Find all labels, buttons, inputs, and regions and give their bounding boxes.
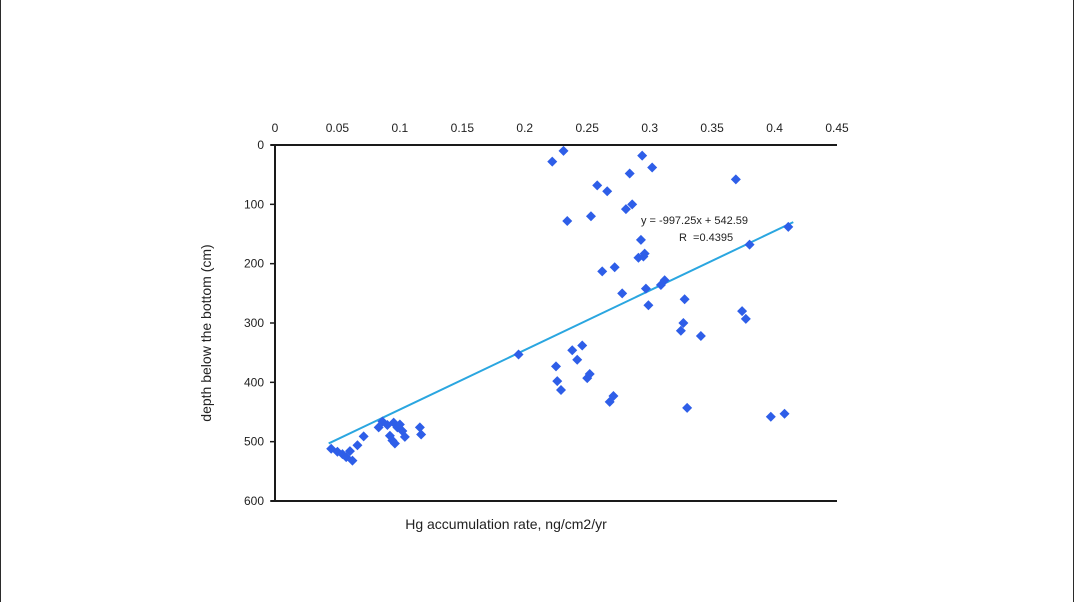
- x-tick-label: 0.4: [766, 121, 783, 135]
- data-point: [597, 266, 608, 277]
- data-point: [592, 180, 603, 191]
- x-tick-label: 0: [272, 121, 279, 135]
- x-tick-label: 0.2: [516, 121, 533, 135]
- data-points: [326, 145, 794, 466]
- data-point: [609, 262, 620, 273]
- x-tick-label: 0.15: [451, 121, 475, 135]
- data-point: [617, 288, 628, 299]
- data-point: [414, 422, 425, 433]
- x-axis-title: Hg accumulation rate, ng/cm2/yr: [405, 516, 607, 532]
- data-point: [620, 204, 631, 215]
- data-point: [389, 438, 400, 449]
- data-point: [416, 429, 427, 440]
- data-point: [608, 390, 619, 401]
- y-tick-label: 100: [244, 197, 264, 211]
- x-tick-label: 0.35: [700, 121, 724, 135]
- data-point: [675, 325, 686, 336]
- data-point: [358, 431, 369, 442]
- data-point: [744, 239, 755, 250]
- data-point: [344, 446, 355, 457]
- data-point: [659, 275, 670, 286]
- x-tick-label: 0.1: [392, 121, 409, 135]
- data-point: [647, 162, 658, 173]
- tick-labels: 0 0.05 0.1 0.15 0.2 0.25 0.3 0.35 0.4 0.45 0 100 200…: [244, 121, 849, 508]
- trendline-layer: [328, 221, 794, 445]
- x-tick-label: 0.45: [825, 121, 849, 135]
- x-tick-label: 0.25: [576, 121, 600, 135]
- data-point: [352, 440, 363, 451]
- y-tick-label: 400: [244, 375, 264, 389]
- x-tick-label: 0.05: [326, 121, 350, 135]
- data-point: [513, 349, 524, 360]
- data-point: [577, 340, 588, 351]
- data-point: [783, 221, 794, 232]
- data-point: [347, 455, 358, 466]
- data-point: [567, 345, 578, 356]
- data-point: [643, 300, 654, 311]
- data-point: [679, 294, 690, 305]
- data-point: [639, 248, 650, 259]
- data-point: [695, 331, 706, 342]
- y-axis-title: depth below the bottom (cm): [198, 244, 214, 421]
- data-point: [737, 306, 748, 317]
- y-tick-label: 0: [257, 138, 264, 152]
- data-point: [602, 186, 613, 197]
- data-point: [779, 408, 790, 419]
- data-point: [740, 313, 751, 324]
- trendline-r-value: R =0.4395: [679, 232, 733, 244]
- data-point: [627, 199, 638, 210]
- data-point: [572, 354, 583, 365]
- data-point: [555, 385, 566, 396]
- data-point: [682, 402, 693, 413]
- data-point: [552, 376, 563, 387]
- data-point: [547, 156, 558, 167]
- data-point: [584, 369, 595, 380]
- y-tick-label: 300: [244, 316, 264, 330]
- data-point: [635, 234, 646, 245]
- y-tick-label: 500: [244, 435, 264, 449]
- data-point: [637, 150, 648, 161]
- data-point: [558, 145, 569, 156]
- y-tick-label: 200: [244, 257, 264, 271]
- y-tick-label: 600: [244, 494, 264, 508]
- data-point: [765, 411, 776, 422]
- data-point: [624, 168, 635, 179]
- data-point: [562, 215, 573, 226]
- data-point: [730, 174, 741, 185]
- data-point: [399, 431, 410, 442]
- data-point: [640, 283, 651, 294]
- data-point: [585, 211, 596, 222]
- data-point: [678, 318, 689, 328]
- trendline-equation: y = -997.25x + 542.59: [641, 215, 748, 227]
- x-tick-label: 0.3: [641, 121, 658, 135]
- trendline: [328, 221, 794, 445]
- data-point: [551, 361, 561, 372]
